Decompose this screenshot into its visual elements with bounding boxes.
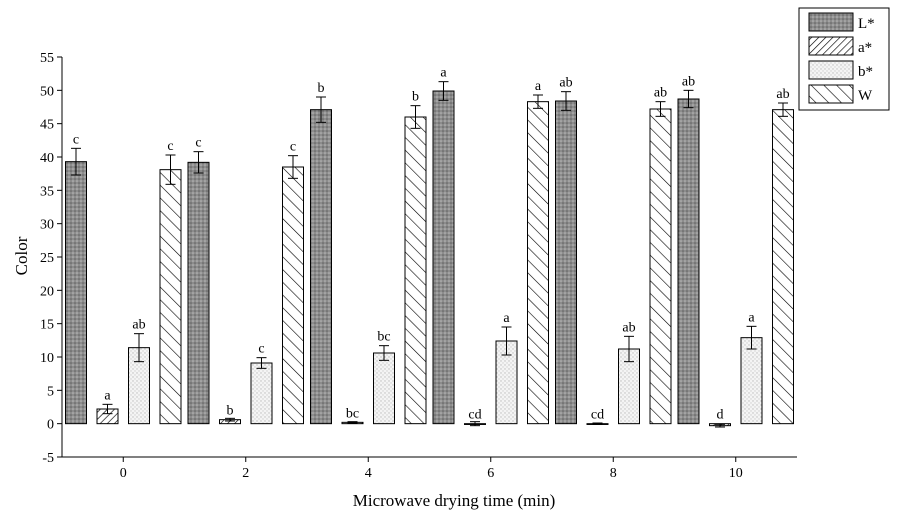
bar-bstar xyxy=(740,337,763,425)
legend-swatch xyxy=(808,36,854,56)
y-tick-label: 50 xyxy=(40,84,54,99)
bar-w xyxy=(772,109,794,425)
x-tick-label: 6 xyxy=(487,466,494,481)
y-tick-label: 25 xyxy=(40,251,54,266)
significance-label: bc xyxy=(377,330,390,345)
y-axis: -5 0 5 10 15 20 25 30 35 40 45 50 55 xyxy=(40,51,63,466)
y-tick-label: 30 xyxy=(40,218,54,233)
bar-bstar xyxy=(373,352,395,425)
significance-label: d xyxy=(717,408,724,423)
significance-label: cd xyxy=(591,408,604,423)
y-tick-label: 35 xyxy=(40,184,54,199)
significance-label: a xyxy=(535,79,542,94)
x-tick-label: 0 xyxy=(120,466,127,481)
significance-label: ab xyxy=(682,74,695,89)
bar-w xyxy=(159,169,182,425)
y-tick-label: 15 xyxy=(40,318,54,333)
significance-label: a xyxy=(440,66,447,81)
x-tick-label: 10 xyxy=(729,466,743,481)
x-axis-title: Microwave drying time (min) xyxy=(353,491,556,510)
y-tick-label: 45 xyxy=(40,118,54,133)
significance-label: c xyxy=(290,140,296,155)
significance-label: a xyxy=(748,310,755,325)
legend-label: b* xyxy=(858,64,873,80)
significance-label: ab xyxy=(132,318,145,333)
significance-label: ab xyxy=(559,76,572,91)
legend-swatch xyxy=(808,12,854,32)
significance-label: b xyxy=(412,90,419,105)
y-tick-label: 10 xyxy=(40,351,54,366)
y-tick-label: 20 xyxy=(40,284,54,299)
bar-lstar xyxy=(310,109,332,425)
legend-label: W xyxy=(858,88,873,104)
bar-w xyxy=(649,108,672,425)
x-tick-label: 8 xyxy=(610,466,617,481)
y-tick-label: 40 xyxy=(40,151,54,166)
significance-label: c xyxy=(258,342,264,357)
significance-label: ab xyxy=(622,320,635,335)
bar-lstar xyxy=(677,98,700,425)
significance-label: ab xyxy=(776,87,789,102)
x-tick-label: 2 xyxy=(242,466,249,481)
significance-label: ab xyxy=(654,86,667,101)
legend: L* a* b* W xyxy=(798,7,890,111)
y-axis-title: Color xyxy=(12,236,31,275)
significance-label: b xyxy=(318,81,325,96)
significance-label: c xyxy=(73,132,79,147)
legend-swatch xyxy=(808,60,854,80)
y-tick-label: 5 xyxy=(47,384,54,399)
significance-label: c xyxy=(195,136,201,151)
x-tick-label: 4 xyxy=(365,466,372,481)
bar-w xyxy=(404,116,427,425)
bar-w xyxy=(282,166,304,425)
significance-label: c xyxy=(167,139,173,154)
significance-label: cd xyxy=(468,408,481,423)
bar-lstar xyxy=(65,161,87,425)
significance-label: b xyxy=(227,404,234,419)
bar-bstar xyxy=(250,362,273,425)
bar-w xyxy=(527,101,549,425)
legend-label: L* xyxy=(858,16,875,32)
bar-lstar xyxy=(432,90,455,425)
y-tick-label: 0 xyxy=(47,418,54,433)
significance-label: a xyxy=(104,388,111,403)
bar-lstar xyxy=(555,100,577,425)
y-tick-label: -5 xyxy=(42,451,54,466)
legend-label: a* xyxy=(858,40,872,56)
legend-swatch xyxy=(808,84,854,104)
significance-label: bc xyxy=(346,406,359,421)
y-tick-label: 55 xyxy=(40,51,54,66)
x-axis: 0 2 4 6 8 10 xyxy=(62,456,797,481)
bar-lstar xyxy=(187,161,210,425)
bars-area xyxy=(65,81,794,428)
significance-label: a xyxy=(503,311,510,326)
